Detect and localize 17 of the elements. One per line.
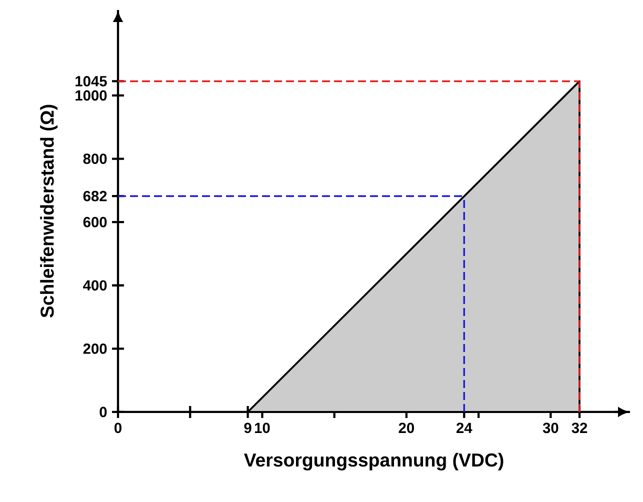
x-tick-label: 9 [244, 422, 252, 434]
y-tick-label: 0 [100, 406, 107, 418]
x-tick-label: 24 [456, 422, 472, 433]
x-tick-label: 10 [254, 422, 270, 434]
x-tick-label: 30 [542, 422, 558, 434]
y-tick-label: 1045 [76, 76, 107, 86]
x-tick-label: 32 [572, 422, 588, 434]
y-tick-label: 682 [83, 190, 107, 202]
y-tick-label: 1000 [76, 90, 107, 101]
y-tick-label: 400 [83, 280, 107, 291]
x-tick-label: 20 [398, 422, 414, 434]
y-axis-title: Schleifenwiderstand (Ω) [40, 104, 58, 318]
y-tick-label: 600 [83, 216, 107, 228]
y-tick-label: 800 [83, 154, 107, 164]
x-axis-title: Versorgungsspannung (VDC) [244, 452, 504, 470]
y-tick-label: 200 [83, 344, 107, 354]
x-tick-label: 0 [114, 422, 122, 434]
